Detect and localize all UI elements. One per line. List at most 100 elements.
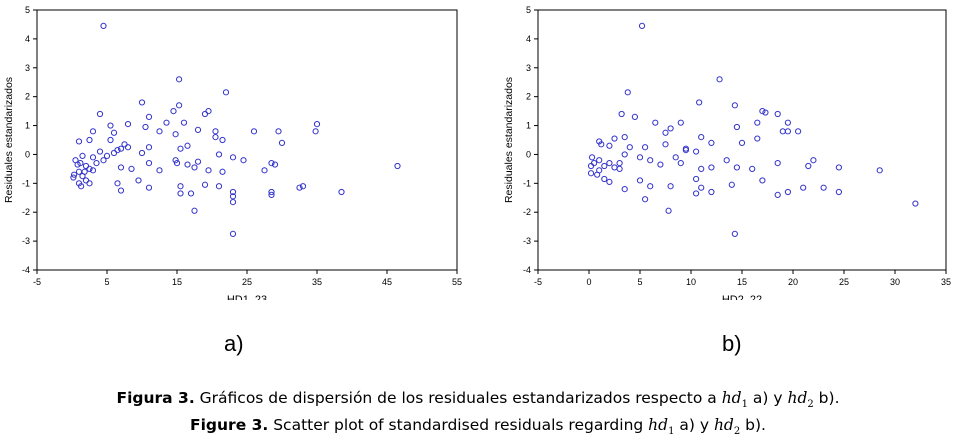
data-point-a bbox=[117, 187, 125, 194]
y-tick-label-a: 4 bbox=[25, 34, 30, 44]
data-point-a bbox=[394, 162, 401, 170]
data-point-a bbox=[71, 171, 78, 178]
data-point-b bbox=[759, 108, 766, 115]
data-point-a bbox=[219, 168, 226, 175]
y-tick-label-a: -2 bbox=[22, 207, 30, 217]
data-point-a bbox=[138, 149, 146, 157]
figure-caption: Figura 3. Gráficos de dispersión de los … bbox=[0, 388, 956, 442]
data-point-a bbox=[86, 136, 93, 144]
y-axis-label-b: Residuales estandarizados bbox=[503, 77, 515, 203]
data-point-b bbox=[647, 157, 654, 164]
data-point-a bbox=[77, 160, 84, 167]
data-point-b bbox=[716, 76, 723, 83]
data-point-b bbox=[611, 135, 618, 142]
data-point-a bbox=[177, 145, 184, 152]
data-point-a bbox=[172, 157, 179, 164]
data-point-b bbox=[731, 230, 738, 237]
data-point-a bbox=[86, 165, 93, 172]
caption-english: Figure 3. Scatter plot of standardised r… bbox=[0, 415, 956, 442]
data-point-b bbox=[596, 157, 603, 164]
data-point-a bbox=[89, 167, 97, 174]
data-point-b bbox=[621, 151, 628, 158]
data-point-a bbox=[219, 136, 226, 144]
data-point-a bbox=[201, 110, 209, 118]
caption-text-es: Gráficos de dispersión de los residuales… bbox=[194, 389, 722, 407]
x-tick-label-a: 55 bbox=[452, 277, 462, 287]
data-point-b bbox=[698, 134, 705, 141]
data-point-b bbox=[677, 119, 684, 126]
data-point-b bbox=[708, 164, 715, 171]
data-point-b bbox=[662, 129, 669, 136]
y-tick-label-a: 0 bbox=[25, 149, 30, 159]
data-point-b bbox=[738, 139, 746, 146]
x-tick-label-b: 25 bbox=[839, 277, 849, 287]
data-point-b bbox=[598, 141, 605, 148]
y-tick-label-b: -2 bbox=[523, 207, 531, 217]
data-point-a bbox=[268, 188, 275, 196]
data-point-b bbox=[606, 178, 613, 185]
y-tick-label-b: -3 bbox=[523, 236, 531, 246]
y-tick-label-a: -1 bbox=[22, 178, 30, 188]
data-point-b bbox=[728, 181, 735, 188]
y-tick-label-a: 2 bbox=[25, 92, 30, 102]
x-tick-label-a: 15 bbox=[172, 277, 182, 287]
x-tick-label-a: 25 bbox=[242, 277, 252, 287]
data-point-a bbox=[176, 76, 183, 83]
data-point-a bbox=[240, 157, 247, 164]
y-tick-label-a: 5 bbox=[25, 5, 30, 15]
data-point-b bbox=[693, 175, 700, 183]
data-point-a bbox=[100, 22, 107, 29]
data-point-b bbox=[665, 207, 672, 214]
data-point-b bbox=[810, 157, 817, 164]
data-point-a bbox=[114, 180, 121, 187]
data-point-b bbox=[667, 183, 674, 190]
data-point-a bbox=[135, 177, 142, 184]
y-tick-label-b: 2 bbox=[526, 92, 531, 102]
data-point-b bbox=[631, 113, 638, 120]
x-tick-label-b: 15 bbox=[737, 277, 747, 287]
y-tick-label-a: 1 bbox=[25, 121, 30, 131]
data-point-b bbox=[642, 144, 649, 151]
y-tick-label-a: -4 bbox=[22, 265, 30, 275]
panel-label-b: b) bbox=[722, 331, 742, 356]
data-point-a bbox=[261, 167, 268, 174]
data-point-a bbox=[250, 128, 258, 135]
caption-mid-en: a) y bbox=[674, 416, 714, 435]
scatter-plot-b: -5 0 5 10 15 20 25 30 35 -4 -3 -2 -1 0 1 2 3 4 5 HD2_22 Resi… bbox=[503, 5, 951, 300]
data-point-a bbox=[107, 122, 114, 129]
data-point-b bbox=[621, 134, 628, 141]
data-point-a bbox=[78, 183, 85, 190]
data-point-a bbox=[194, 158, 202, 165]
data-point-b bbox=[835, 188, 842, 196]
data-point-b bbox=[754, 135, 761, 142]
data-point-a bbox=[268, 160, 275, 167]
data-point-b bbox=[667, 125, 674, 132]
data-point-a bbox=[215, 183, 223, 190]
data-point-b bbox=[606, 142, 613, 149]
data-point-b bbox=[731, 102, 738, 109]
data-point-a bbox=[89, 154, 97, 161]
caption-figure-label-en: Figure 3. bbox=[190, 416, 269, 435]
data-point-a bbox=[110, 149, 118, 157]
data-point-b bbox=[677, 160, 684, 167]
x-tick-label-b: 0 bbox=[586, 277, 591, 287]
data-point-b bbox=[636, 154, 644, 161]
x-tick-label-b: 20 bbox=[788, 277, 798, 287]
data-point-a bbox=[194, 126, 202, 133]
data-point-a bbox=[212, 134, 219, 141]
data-point-a bbox=[299, 183, 307, 190]
data-point-a bbox=[100, 157, 107, 164]
data-point-b bbox=[693, 148, 700, 155]
data-point-b bbox=[596, 167, 603, 174]
x-tick-label-a: 45 bbox=[382, 277, 392, 287]
data-point-a bbox=[201, 181, 209, 188]
data-point-b bbox=[723, 157, 730, 164]
data-point-b bbox=[638, 22, 646, 29]
y-tick-label-b: 5 bbox=[526, 5, 531, 15]
data-point-a bbox=[177, 183, 184, 190]
data-point-a bbox=[312, 128, 319, 135]
data-point-a bbox=[89, 128, 97, 135]
data-point-b bbox=[708, 188, 715, 196]
data-point-b bbox=[754, 119, 761, 126]
data-point-b bbox=[698, 184, 705, 191]
